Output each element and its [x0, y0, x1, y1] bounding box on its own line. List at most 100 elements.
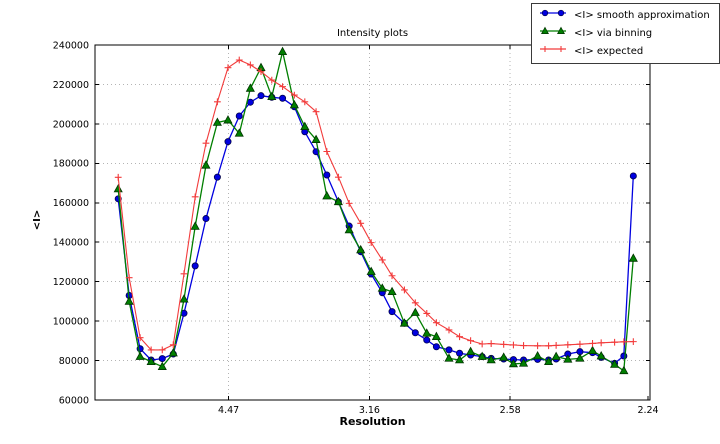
data-point-triangle [619, 365, 629, 375]
data-point-triangle [168, 348, 178, 357]
data-point-triangle [499, 352, 509, 361]
chart-title: Intensity plots [336, 28, 409, 39]
data-point-plus [224, 64, 232, 72]
data-point-triangle [454, 354, 465, 364]
legend-item-via-binning: <I> via binning [538, 25, 710, 42]
y-tick-label: 200000 [53, 119, 89, 130]
data-point-plus [534, 342, 541, 350]
data-point-triangle [628, 253, 638, 262]
data-point-plus [388, 272, 396, 280]
x-tick-label: 3.16 [359, 405, 380, 416]
data-point-triangle [466, 346, 476, 355]
data-point-triangle [267, 91, 277, 100]
data-point-triangle [477, 351, 487, 360]
data-point-triangle [289, 99, 299, 109]
data-point-triangle [201, 160, 211, 169]
data-point-circle [213, 173, 221, 181]
data-point-triangle [300, 121, 310, 130]
y-tick-label: 240000 [53, 40, 89, 51]
data-point-circle [423, 336, 431, 344]
x-tick-label: 2.58 [500, 405, 521, 416]
x-tick-label: 4.47 [218, 405, 239, 416]
data-point-plus [423, 310, 431, 317]
data-point-triangle [377, 283, 387, 292]
legend-item-smooth-approximation: <I> smooth approximation [538, 7, 710, 24]
data-point-plus [257, 68, 265, 76]
data-point-triangle [610, 359, 620, 368]
data-point-triangle [508, 358, 519, 368]
legend: <I> smooth approximation <I> via binning… [531, 3, 720, 64]
data-point-plus [180, 270, 188, 278]
data-point-plus [279, 83, 286, 91]
data-point-triangle [587, 345, 598, 354]
data-point-triangle [399, 318, 409, 327]
data-point-plus [411, 299, 419, 307]
data-point-circle [620, 352, 628, 360]
data-point-triangle [444, 353, 454, 362]
data-point-triangle [431, 331, 441, 340]
data-point-triangle [146, 356, 156, 366]
data-point-plus [445, 326, 453, 334]
data-point-plus [564, 341, 572, 349]
x-tick-label: 2.24 [637, 405, 658, 416]
data-point-plus [290, 91, 298, 99]
data-point-triangle [575, 353, 585, 362]
data-point-triangle [179, 294, 189, 303]
data-point-plus [478, 340, 486, 348]
y-tick-label: 80000 [59, 356, 89, 367]
data-point-plus [378, 256, 386, 264]
data-point-triangle [563, 354, 573, 363]
data-point-plus [114, 173, 122, 181]
data-point-circle [629, 172, 637, 180]
data-point-plus [367, 239, 375, 247]
data-point-plus [147, 346, 155, 354]
data-point-triangle [124, 296, 134, 305]
y-tick-label: 100000 [53, 317, 89, 328]
data-point-triangle [366, 266, 376, 275]
data-point-plus [510, 341, 517, 349]
y-axis-label: <I> [31, 209, 43, 231]
y-tick-label: 180000 [53, 159, 89, 170]
data-point-plus [545, 342, 552, 350]
data-point-circle [224, 138, 232, 146]
x-axis-label: Resolution [339, 415, 406, 428]
data-point-plus [268, 76, 276, 84]
data-point-circle [191, 262, 199, 270]
data-point-triangle [596, 350, 606, 360]
data-point-plus [589, 339, 596, 347]
data-point-plus [576, 340, 584, 348]
data-point-triangle [387, 286, 397, 296]
data-point-plus [611, 338, 618, 346]
data-point-triangle [311, 134, 321, 143]
data-point-plus [520, 342, 527, 349]
series-triangle [113, 46, 638, 375]
axis-ticks [95, 44, 650, 401]
data-point-triangle [551, 351, 561, 360]
data-point-circle [279, 94, 287, 102]
data-point-plus [597, 339, 605, 347]
data-point-plus [629, 338, 637, 346]
data-point-circle [388, 308, 396, 316]
data-point-triangle [135, 351, 145, 360]
data-point-plus [301, 98, 309, 106]
data-point-plus [191, 193, 199, 201]
data-point-circle [158, 355, 166, 363]
tick-labels: 60000 80000 100000 120000 140000 160000 180000… [53, 40, 659, 416]
data-point-plus [213, 98, 221, 106]
legend-label: <I> via binning [574, 27, 653, 39]
data-point-triangle [333, 196, 343, 206]
legend-label: <I> expected [574, 45, 644, 57]
data-point-triangle [278, 46, 288, 56]
plot-frame [94, 44, 651, 401]
data-point-plus [552, 341, 560, 349]
data-point-circle [202, 215, 210, 223]
data-point-plus [158, 346, 166, 354]
data-point-plus [334, 173, 342, 181]
data-point-plus [467, 337, 475, 345]
y-tick-label: 160000 [53, 198, 89, 209]
data-point-triangle [344, 224, 354, 234]
blue-circle-line-icon [538, 7, 568, 24]
data-point-circle [257, 92, 265, 100]
data-point-plus [620, 338, 628, 346]
data-point-triangle [113, 183, 123, 193]
